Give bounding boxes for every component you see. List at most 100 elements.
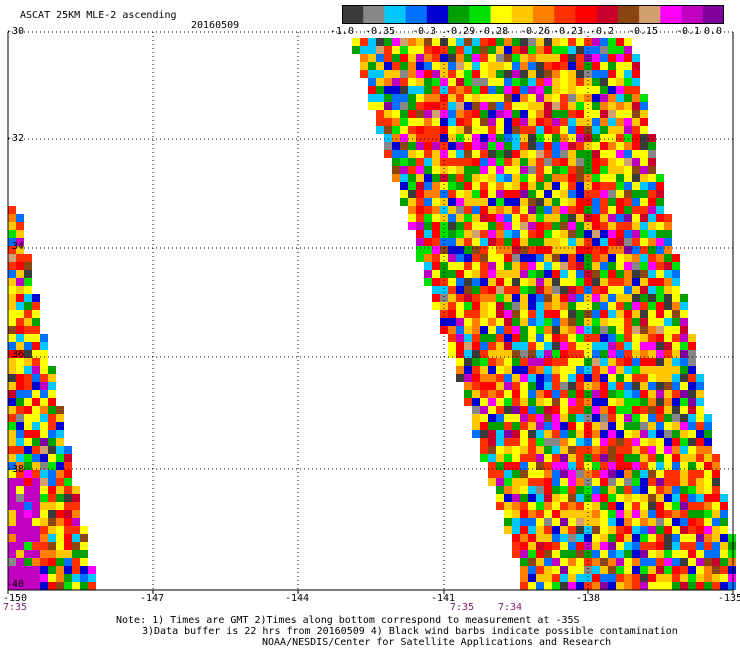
swath-cell	[536, 358, 544, 366]
swath-cell	[56, 438, 64, 446]
swath-cell	[440, 118, 448, 126]
swath-cell	[496, 278, 504, 286]
swath-cell	[496, 438, 504, 446]
swath-cell	[720, 582, 728, 590]
swath-cell	[432, 46, 440, 54]
swath-cell	[560, 382, 568, 390]
swath-cell	[576, 262, 584, 270]
swath-cell	[488, 46, 496, 54]
swath-cell	[472, 174, 480, 182]
swath-cell	[448, 206, 456, 214]
swath-cell	[616, 350, 624, 358]
swath-cell	[712, 534, 720, 542]
swath-cell	[392, 150, 400, 158]
swath-cell	[648, 302, 656, 310]
swath-cell	[528, 118, 536, 126]
swath-cell	[544, 102, 552, 110]
swath-cell	[592, 574, 600, 582]
swath-cell	[616, 430, 624, 438]
swath-cell	[504, 102, 512, 110]
swath-cell	[520, 422, 528, 430]
swath-cell	[592, 366, 600, 374]
swath-cell	[656, 582, 664, 590]
swath-cell	[568, 222, 576, 230]
swath-cell	[32, 582, 40, 590]
swath-cell	[528, 262, 536, 270]
swath-cell	[624, 78, 632, 86]
swath-cell	[568, 118, 576, 126]
swath-cell	[496, 94, 504, 102]
swath-cell	[16, 502, 24, 510]
swath-cell	[400, 54, 408, 62]
swath-cell	[712, 502, 720, 510]
swath-cell	[456, 358, 464, 366]
swath-cell	[608, 526, 616, 534]
swath-cell	[512, 478, 520, 486]
swath-cell	[528, 182, 536, 190]
swath-cell	[600, 406, 608, 414]
swath-cell	[552, 118, 560, 126]
swath-cell	[688, 470, 696, 478]
swath-cell	[624, 534, 632, 542]
swath-cell	[624, 574, 632, 582]
swath-cell	[552, 222, 560, 230]
swath-cell	[592, 326, 600, 334]
swath-cell	[640, 110, 648, 118]
swath-cell	[576, 278, 584, 286]
swath-cell	[472, 102, 480, 110]
swath-cell	[488, 318, 496, 326]
swath-cell	[504, 214, 512, 222]
swath-cell	[672, 574, 680, 582]
swath-cell	[16, 246, 24, 254]
swath-cell	[520, 462, 528, 470]
swath-cell	[16, 406, 24, 414]
swath-cell	[552, 518, 560, 526]
swath-cell	[40, 390, 48, 398]
swath-cell	[416, 94, 424, 102]
swath-cell	[368, 46, 376, 54]
swath-cell	[504, 334, 512, 342]
swath-cell	[456, 230, 464, 238]
swath-cell	[568, 334, 576, 342]
swath-cell	[64, 510, 72, 518]
swath-cell	[568, 510, 576, 518]
swath-cell	[608, 390, 616, 398]
swath-cell	[656, 574, 664, 582]
swath-cell	[432, 158, 440, 166]
swath-cell	[624, 422, 632, 430]
swath-cell	[616, 526, 624, 534]
swath-cell	[416, 142, 424, 150]
swath-cell	[672, 406, 680, 414]
swath-cell	[24, 502, 32, 510]
swath-cell	[480, 62, 488, 70]
swath-cell	[392, 46, 400, 54]
swath-cell	[640, 206, 648, 214]
swath-cell	[576, 54, 584, 62]
swath-cell	[696, 542, 704, 550]
swath-cell	[488, 182, 496, 190]
swath-cell	[8, 286, 16, 294]
swath-cell	[624, 286, 632, 294]
swath-cell	[80, 534, 88, 542]
swath-cell	[632, 350, 640, 358]
swath-cell	[632, 70, 640, 78]
swath-cell	[560, 574, 568, 582]
swath-cell	[536, 310, 544, 318]
swath-cell	[688, 462, 696, 470]
swath-cell	[64, 582, 72, 590]
swath-cell	[696, 566, 704, 574]
swath-cell	[648, 518, 656, 526]
swath-cell	[80, 526, 88, 534]
swath-cell	[16, 318, 24, 326]
swath-cell	[536, 566, 544, 574]
swath-cell	[480, 262, 488, 270]
swath-cell	[72, 582, 80, 590]
swath-cell	[528, 102, 536, 110]
swath-cell	[432, 166, 440, 174]
swath-cell	[560, 318, 568, 326]
swath-cell	[448, 310, 456, 318]
swath-cell	[616, 54, 624, 62]
swath-cell	[464, 278, 472, 286]
swath-cell	[544, 134, 552, 142]
swath-cell	[448, 318, 456, 326]
